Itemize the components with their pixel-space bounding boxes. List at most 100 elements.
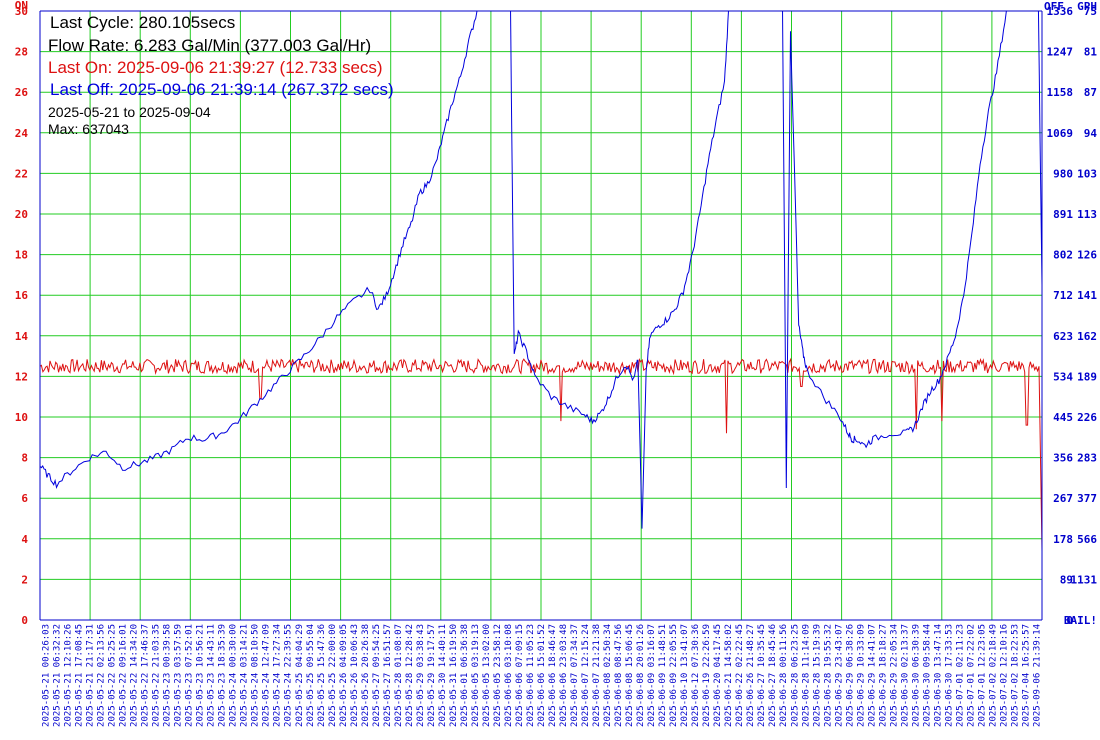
x-tick-label: 2025-05-23 07:52:01 (185, 624, 195, 727)
x-tick-label: 2025-06-20 04:17:45 (713, 624, 723, 727)
x-tick-label: 2025-06-07 12:15:24 (581, 624, 591, 727)
right-off-tick-label: 1158 (1047, 86, 1074, 99)
left-tick-label: 22 (15, 167, 28, 180)
x-tick-label: 2025-06-28 19:55:32 (823, 624, 833, 727)
right-gph-tick-label: 126 (1077, 249, 1097, 262)
x-tick-label: 2025-05-22 21:03:35 (152, 624, 162, 727)
left-tick-label: 8 (21, 452, 28, 465)
right-gph-tick-label: 94 (1084, 127, 1098, 140)
x-tick-label: 2025-06-28 15:19:39 (812, 624, 822, 727)
x-tick-label: 2025-05-23 18:35:39 (218, 624, 228, 727)
x-tick-label: 2025-06-21 14:58:02 (724, 624, 734, 727)
left-tick-label: 6 (21, 492, 28, 505)
x-tick-label: 2025-06-29 06:38:26 (845, 624, 855, 727)
x-tick-label: 2025-06-06 15:01:52 (537, 624, 547, 727)
x-ticks: 2025-05-21 00:26:03 2025-05-21 06:32:32 20… (42, 624, 1043, 727)
x-tick-label: 2025-06-29 10:33:09 (856, 624, 866, 727)
x-tick-label: 2025-06-08 15:06:45 (625, 624, 635, 727)
x-tick-label: 2025-07-01 12:23:05 (977, 624, 987, 727)
x-tick-label: 2025-06-05 23:58:12 (493, 624, 503, 727)
x-tick-label: 2025-06-30 17:33:53 (944, 624, 954, 727)
x-tick-label: 2025-06-30 09:58:44 (922, 624, 932, 727)
last-cycle: Last Cycle: 280.105secs (50, 13, 236, 32)
x-tick-label: 2025-05-22 02:13:56 (97, 624, 107, 727)
date-range: 2025-05-21 to 2025-09-04 (48, 104, 211, 120)
x-tick-label: 2025-05-21 00:26:03 (42, 624, 52, 727)
x-tick-label: 2025-05-24 12:47:09 (262, 624, 272, 727)
x-tick-label: 2025-06-06 11:05:23 (526, 624, 536, 727)
right-off-tick-label: 267 (1053, 492, 1073, 505)
last-off: Last Off: 2025-09-06 21:39:14 (267.372 s… (50, 80, 394, 99)
x-tick-label: 2025-05-23 10:56:21 (196, 624, 206, 727)
right-gph-tick-label: 87 (1084, 86, 1097, 99)
right-gph-tick-label: 162 (1077, 330, 1097, 343)
right-gph-tick-label: 566 (1077, 533, 1097, 546)
right-gph-unit: GPH (1077, 0, 1097, 13)
x-tick-label: 2025-05-28 01:08:07 (394, 624, 404, 727)
x-tick-label: 2025-05-25 15:47:36 (317, 624, 327, 727)
x-tick-label: 2025-06-08 08:47:56 (614, 624, 624, 727)
x-tick-label: 2025-05-23 00:39:58 (163, 624, 173, 727)
x-tick-label: 2025-06-01 06:36:38 (460, 624, 470, 727)
x-tick-label: 2025-05-27 09:54:25 (372, 624, 382, 727)
right-gph-tick-label: 113 (1077, 208, 1097, 221)
right-gph-tick-label: 189 (1077, 370, 1097, 383)
right-off-tick-label: 891 (1053, 208, 1073, 221)
left-axis-unit: ON (15, 0, 28, 12)
x-tick-label: 2025-06-06 23:03:48 (559, 624, 569, 727)
right-gph-tick-label: 75 (1084, 5, 1097, 18)
flow-rate: Flow Rate: 6.283 Gal/Min (377.003 Gal/Hr… (48, 36, 372, 55)
x-tick-label: 2025-06-30 02:13:37 (900, 624, 910, 727)
right-off-tick-label: 445 (1053, 411, 1073, 424)
x-tick-label: 2025-06-10 13:41:07 (680, 624, 690, 727)
x-tick-label: 2025-06-29 23:43:07 (834, 624, 844, 727)
left-tick-label: 20 (15, 208, 28, 221)
last-on: Last On: 2025-09-06 21:39:27 (12.733 sec… (48, 58, 383, 77)
x-tick-label: 2025-05-27 16:51:57 (383, 624, 393, 727)
right-off-tick-label: 356 (1053, 452, 1073, 465)
left-tick-label: 28 (15, 46, 28, 59)
right-off-tick-label: 980 (1053, 167, 1073, 180)
x-tick-label: 2025-06-28 00:11:56 (779, 624, 789, 727)
right-off-tick-label: 0 (1066, 614, 1073, 627)
right-off-unit: OFF (1044, 0, 1064, 13)
x-tick-label: 2025-05-29 03:38:43 (416, 624, 426, 727)
x-tick-label: 2025-06-08 02:50:34 (603, 624, 613, 727)
x-tick-label: 2025-05-23 14:43:11 (207, 624, 217, 727)
x-tick-label: 2025-06-29 18:18:27 (878, 624, 888, 727)
x-tick-label: 2025-05-25 04:04:29 (295, 624, 305, 727)
x-tick-label: 2025-06-28 06:23:25 (790, 624, 800, 727)
right-off-tick-label: 712 (1053, 289, 1073, 302)
x-tick-label: 2025-05-29 19:17:57 (427, 624, 437, 727)
x-tick-label: 2025-07-02 12:10:16 (999, 624, 1009, 727)
x-tick-label: 2025-06-29 14:41:07 (867, 624, 877, 727)
right-gph-tick-label: 103 (1077, 167, 1097, 180)
x-tick-label: 2025-05-22 05:25:25 (108, 624, 118, 727)
x-tick-label: 2025-05-26 20:26:38 (361, 624, 371, 727)
left-tick-label: 16 (15, 289, 29, 302)
x-tick-label: 2025-06-05 03:19:13 (471, 624, 481, 727)
x-tick-label: 2025-06-30 13:47:14 (933, 624, 943, 727)
x-tick-label: 2025-06-12 07:30:36 (691, 624, 701, 727)
right-gph-tick-label: BAIL! (1064, 614, 1097, 627)
left-tick-label: 0 (21, 614, 28, 627)
x-tick-label: 2025-06-07 07:34:37 (570, 624, 580, 727)
left-tick-label: 4 (21, 533, 28, 546)
x-tick-label: 2025-06-09 11:48:51 (658, 624, 668, 727)
right-off-tick-label: 89 (1060, 573, 1073, 586)
x-tick-label: 2025-06-06 07:09:15 (515, 624, 525, 727)
x-tick-label: 2025-05-21 12:10:26 (64, 624, 74, 727)
axis-labels: 024681012141618202224262830ON08917826735… (15, 0, 1098, 627)
x-tick-label: 2025-05-24 17:27:34 (273, 624, 283, 727)
on-series-line (40, 357, 1042, 552)
x-tick-label: 2025-06-27 10:35:45 (757, 624, 767, 727)
x-tick-label: 2025-06-29 22:05:34 (889, 624, 899, 727)
plot-area (40, 11, 1042, 552)
right-off-tick-label: 1336 (1047, 5, 1074, 18)
x-tick-label: 2025-06-05 13:02:00 (482, 624, 492, 727)
x-tick-label: 2025-06-30 06:30:39 (911, 624, 921, 727)
x-tick-label: 2025-07-04 16:25:57 (1021, 624, 1031, 727)
x-tick-label: 2025-07-01 07:22:02 (966, 624, 976, 727)
x-tick-label: 2025-06-22 02:22:45 (735, 624, 745, 727)
